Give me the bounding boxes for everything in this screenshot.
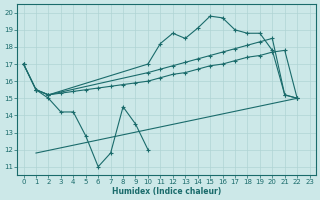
X-axis label: Humidex (Indice chaleur): Humidex (Indice chaleur) <box>112 187 221 196</box>
